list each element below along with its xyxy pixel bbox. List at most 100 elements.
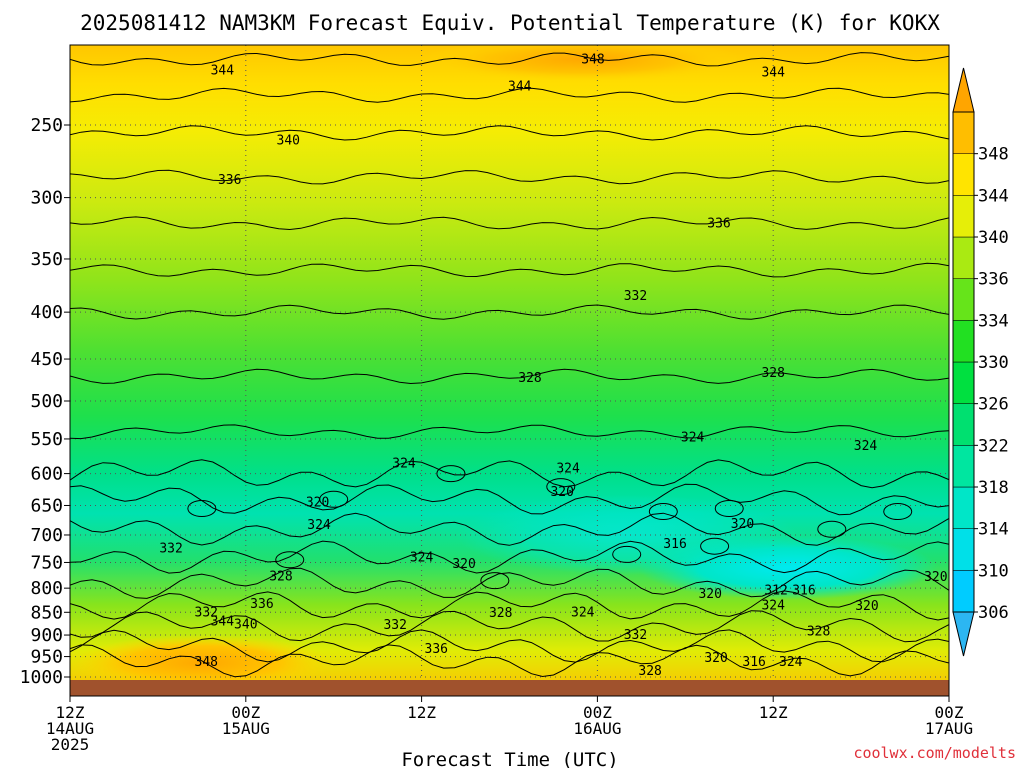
- contour-cell: [612, 545, 642, 563]
- y-tick-label: 450: [30, 349, 63, 370]
- contour-label: 328: [489, 606, 512, 621]
- contour-line: [70, 483, 949, 516]
- y-tick-label: 950: [30, 647, 63, 668]
- contour-label: 336: [250, 597, 273, 612]
- x-tick-label: 12Z: [407, 703, 436, 722]
- contour-line: [70, 304, 949, 320]
- field-warm-low: [71, 634, 332, 691]
- colorbar-segment: [952, 320, 975, 363]
- contour-label: 344: [211, 615, 235, 630]
- y-tick-label: 350: [30, 249, 63, 270]
- y-tick-label: 500: [30, 391, 63, 412]
- contour-label: 328: [638, 664, 661, 679]
- colorbar-label: 330: [978, 353, 1009, 373]
- x-tick-label: 14AUG: [46, 719, 94, 738]
- colorbar-label: 314: [978, 520, 1009, 540]
- contour-line: [70, 87, 949, 103]
- contour-label: 340: [234, 618, 257, 633]
- colorbar-segment: [952, 570, 975, 613]
- colorbar: 306 310 314 318 322 326 330 334 336 340 344 348: [952, 67, 1009, 657]
- contour-label: 316: [663, 537, 686, 552]
- colorbar-segment: [952, 445, 975, 488]
- colorbar-segment: [952, 486, 975, 529]
- contour-line: [70, 169, 949, 185]
- contour-label: 316: [742, 655, 765, 670]
- ground-surface: [70, 680, 949, 696]
- contour-label: 320: [704, 651, 727, 666]
- x-tick-label: 12Z: [759, 703, 788, 722]
- contour-label: 320: [924, 570, 947, 585]
- y-tick-label: 700: [30, 525, 63, 546]
- x-tick-label: 2025: [51, 735, 90, 754]
- contour-label: 340: [277, 134, 300, 149]
- contour-label: 324: [392, 457, 416, 472]
- colorbar-label: 336: [978, 270, 1009, 290]
- contour-label: 324: [779, 655, 803, 670]
- chart-title: 2025081412 NAM3KM Forecast Equiv. Potent…: [80, 11, 940, 35]
- contour-line: [70, 424, 949, 440]
- contour-label: 328: [761, 366, 784, 381]
- contour-label: 344: [508, 80, 532, 95]
- plot-background: [70, 45, 949, 696]
- contour-line: [70, 216, 949, 231]
- contour-label: 320: [731, 517, 754, 532]
- y-tick-label: 250: [30, 115, 63, 136]
- contour-line: [70, 610, 949, 643]
- x-tick-label: 12Z: [56, 703, 85, 722]
- contour-label: 348: [581, 52, 604, 67]
- contour-label: 332: [624, 289, 647, 304]
- contour-label: 324: [410, 551, 434, 566]
- contour-cell: [883, 503, 913, 521]
- colorbar-label: 306: [978, 603, 1009, 623]
- x-tick-label: 17AUG: [925, 719, 973, 738]
- contour-label: 344: [211, 63, 235, 78]
- contour-label: 324: [556, 461, 580, 476]
- y-tick-label: 550: [30, 429, 63, 450]
- contour-cell: [319, 490, 349, 508]
- contour-line: [70, 629, 949, 663]
- contour-label: 324: [681, 431, 705, 446]
- colorbar-label: 340: [978, 228, 1009, 248]
- contour-label: 332: [624, 628, 647, 643]
- colorbar-segment: [952, 153, 975, 196]
- y-tick-label: 800: [30, 578, 63, 599]
- contour-cell: [714, 500, 744, 518]
- colorbar-segment: [952, 361, 975, 404]
- contour-cell: [817, 520, 847, 538]
- x-tick-label: 00Z: [231, 703, 260, 722]
- y-tick-label: 600: [30, 464, 63, 485]
- contour-label: 320: [855, 599, 878, 614]
- contour-label: 328: [269, 570, 292, 585]
- y-tick-label: 1000: [20, 667, 63, 688]
- contour-label: 320: [452, 557, 475, 572]
- contour-cell: [480, 572, 510, 590]
- contour-line: [70, 52, 949, 67]
- x-tick-label: 00Z: [935, 703, 964, 722]
- colorbar-label: 348: [978, 145, 1009, 165]
- x-tick-label: 15AUG: [222, 719, 270, 738]
- x-axis-label: Forecast Time (UTC): [401, 749, 618, 768]
- contour-line: [70, 368, 949, 385]
- contour-label: 332: [195, 605, 218, 620]
- contour-label: 332: [159, 541, 182, 556]
- contour-label: 316: [792, 584, 815, 599]
- y-tick-label: 650: [30, 495, 63, 516]
- contour-label: 324: [307, 518, 331, 533]
- x-tick-label: 16AUG: [573, 719, 621, 738]
- contour-label: 320: [550, 485, 573, 500]
- x-tick-label: 00Z: [583, 703, 612, 722]
- contour-label: 320: [698, 587, 721, 602]
- contour-line: [70, 262, 949, 278]
- contour-label: 324: [854, 439, 878, 454]
- y-tick-label: 400: [30, 302, 63, 323]
- contour-cell: [546, 478, 576, 496]
- colorbar-segment: [952, 111, 975, 154]
- contour-label: 324: [571, 605, 595, 620]
- contour-label: 336: [707, 216, 730, 231]
- contour-label: 336: [425, 642, 448, 657]
- contour-line: [70, 125, 949, 141]
- colorbar-label: 322: [978, 436, 1009, 456]
- contour-label: 324: [761, 599, 785, 614]
- y-tick-label: 300: [30, 188, 63, 209]
